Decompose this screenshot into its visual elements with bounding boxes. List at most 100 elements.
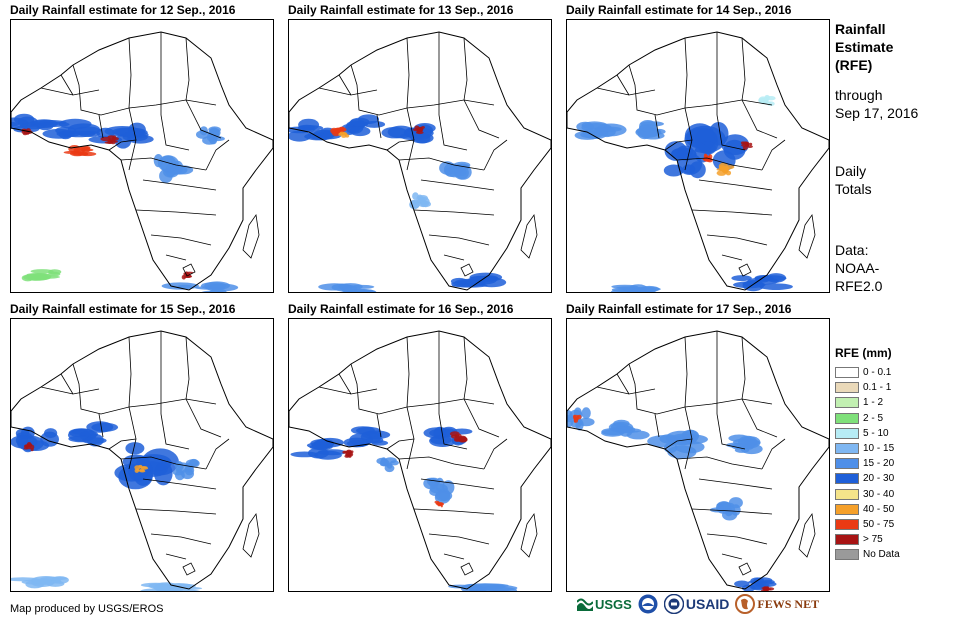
country-border (205, 139, 230, 171)
rain-patch (30, 448, 34, 452)
legend-row: 5 - 10 (835, 426, 900, 441)
rain-patch (360, 289, 377, 292)
title-line: (RFE) (835, 57, 873, 73)
rain-patch (134, 465, 141, 470)
map-panel-sep-15: Daily Rainfall estimate for 15 Sep., 201… (10, 302, 276, 592)
country-border (205, 438, 230, 470)
rain-patch (758, 96, 768, 103)
credit-text: Map produced by USGS/EROS (10, 603, 164, 615)
legend-row: 2 - 5 (835, 411, 900, 426)
rain-patch (104, 141, 113, 144)
country-border (150, 533, 212, 545)
country-border (443, 254, 465, 261)
rain-patch (175, 461, 184, 472)
rainfall-map (566, 318, 830, 592)
country-border (406, 336, 410, 408)
legend-row: No Data (835, 547, 900, 562)
rain-patch (312, 440, 330, 451)
country-border (413, 209, 495, 216)
country-border (664, 139, 693, 151)
legend-swatch (835, 427, 859, 439)
country-border (398, 157, 485, 171)
rain-patch (639, 120, 657, 132)
usgs-wave-icon (577, 598, 593, 611)
country-border (616, 373, 630, 395)
country-border (684, 37, 688, 109)
sidebar-title: Rainfall Estimate (RFE) (835, 20, 893, 74)
country-border (128, 37, 132, 109)
legend-label: 40 - 50 (863, 503, 895, 515)
land-area (289, 32, 551, 290)
map-panel-sep-17: Daily Rainfall estimate for 17 Sep., 201… (566, 302, 832, 592)
rain-patch (731, 275, 752, 282)
country-border (463, 336, 468, 400)
country-border (420, 179, 495, 191)
legend-swatch (835, 382, 859, 394)
rain-patch (723, 139, 746, 160)
rain-patch (444, 167, 453, 176)
title-line: Rainfall (835, 21, 886, 37)
legend-row: 20 - 30 (835, 471, 900, 486)
rain-patch (458, 435, 467, 442)
map-panel-sep-12: Daily Rainfall estimate for 12 Sep., 201… (10, 3, 276, 293)
rain-patch (738, 435, 758, 449)
rain-patch (339, 131, 345, 135)
rain-patch (574, 418, 578, 423)
land-area (289, 331, 551, 589)
rainfall-map (10, 19, 274, 293)
rain-patch (39, 121, 70, 127)
rain-patch (82, 437, 107, 444)
rain-patch (22, 132, 28, 136)
panel-title: Daily Rainfall estimate for 16 Sep., 201… (288, 302, 514, 316)
through-date-value: Sep 17, 2016 (835, 105, 919, 121)
country-border (386, 139, 415, 151)
coastline (289, 31, 551, 291)
legend-label: 0 - 0.1 (863, 367, 892, 379)
rain-patch (349, 126, 371, 137)
rain-patch (762, 579, 775, 585)
usaid-seal-icon (663, 594, 684, 614)
rain-patch (338, 283, 363, 291)
country-border (160, 413, 190, 450)
legend-label: 20 - 30 (863, 473, 895, 485)
country-border (741, 336, 746, 400)
country-border (160, 114, 190, 151)
country-border (98, 413, 104, 438)
legend-swatch (835, 549, 859, 561)
country-border (108, 438, 137, 450)
rain-patch (68, 145, 81, 153)
legend-rows: 0 - 0.1 0.1 - 1 1 - 2 2 - 5 5 - 10 10 - 15 15 … (835, 365, 900, 562)
africa-map (567, 31, 829, 292)
legend-label: 2 - 5 (863, 412, 884, 424)
country-border (483, 438, 508, 470)
rain-patch (290, 451, 319, 458)
rain-patch (111, 137, 119, 141)
usgs-logo-text: USGS (595, 596, 632, 612)
country-border (676, 456, 763, 470)
rainfall-map (288, 318, 552, 592)
rain-patch (741, 143, 748, 147)
rain-patch (289, 130, 312, 142)
rain-patch (161, 282, 199, 290)
country-border (108, 139, 137, 151)
legend-swatch (835, 534, 859, 546)
legend: RFE (mm) 0 - 0.1 0.1 - 1 1 - 2 2 - 5 5 - 10 1… (835, 346, 900, 562)
rainfall-map (288, 19, 552, 293)
island-outline (798, 512, 816, 558)
legend-swatch (835, 367, 859, 379)
coastline (567, 31, 829, 291)
rain-patch (348, 455, 352, 458)
panel-title: Daily Rainfall estimate for 13 Sep., 201… (288, 3, 514, 17)
africa-map (11, 31, 273, 292)
fews-globe-icon (735, 594, 756, 614)
country-border (716, 114, 746, 151)
legend-row: > 75 (835, 532, 900, 547)
country-border (142, 179, 217, 191)
country-border (698, 478, 773, 490)
country-border (376, 114, 382, 139)
africa-map (11, 330, 273, 591)
rain-patch (44, 428, 58, 439)
rain-patch (761, 587, 768, 590)
rain-patch (298, 124, 316, 130)
country-border (72, 64, 217, 116)
